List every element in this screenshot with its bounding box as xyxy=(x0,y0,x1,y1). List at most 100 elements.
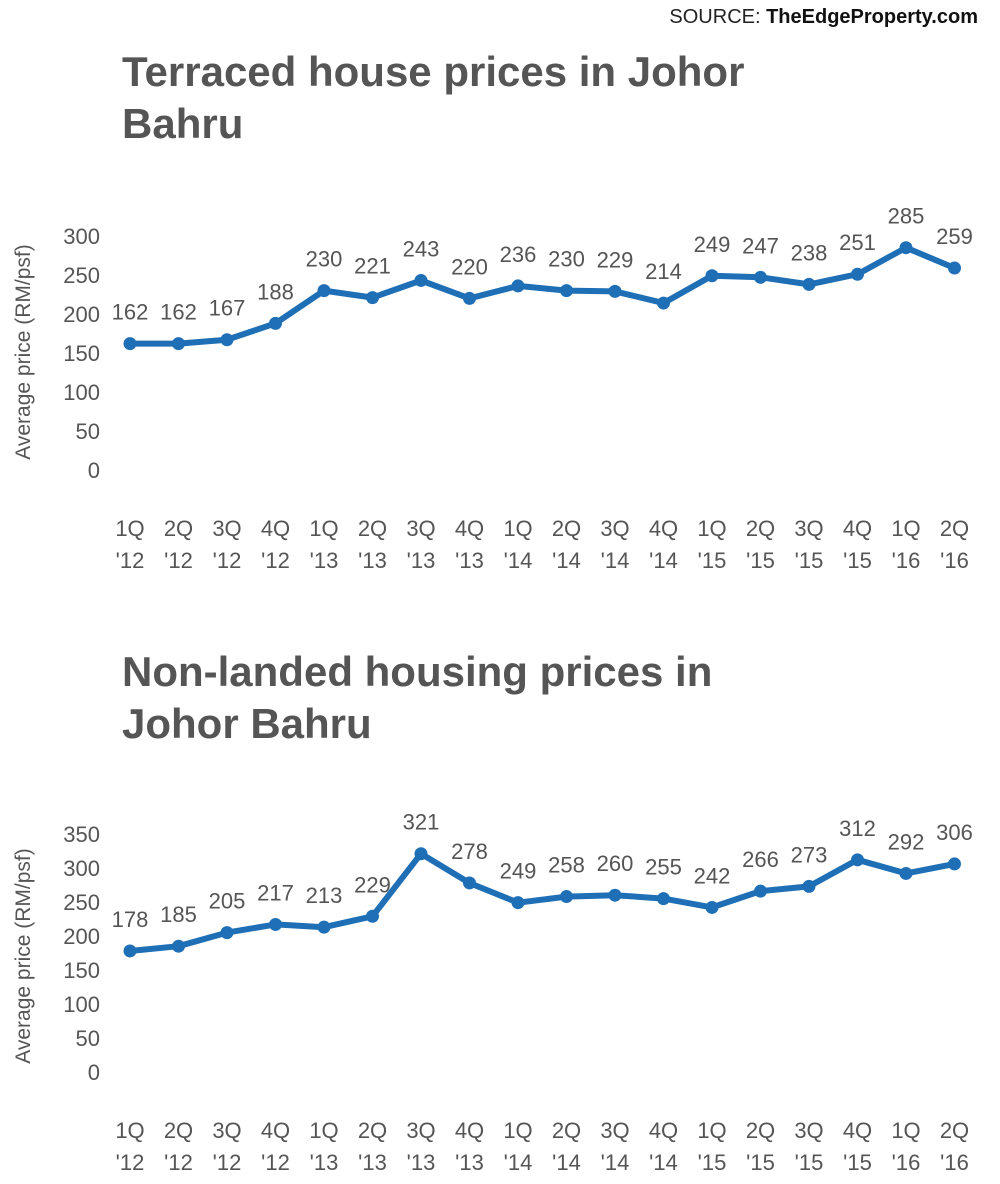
data-label: 214 xyxy=(645,259,682,284)
x-tick-label-quarter: 3Q xyxy=(794,1118,823,1143)
x-tick-label-quarter: 1Q xyxy=(697,516,726,541)
data-point xyxy=(802,277,816,291)
x-tick-label-quarter: 2Q xyxy=(358,1118,387,1143)
x-tick-label-quarter: 2Q xyxy=(164,516,193,541)
data-point xyxy=(948,261,961,275)
data-point xyxy=(414,273,428,287)
data-point xyxy=(317,920,331,934)
x-tick-label-year: '13 xyxy=(407,548,436,573)
y-tick-label: 250 xyxy=(63,263,100,288)
x-tick-label-quarter: 1Q xyxy=(309,1118,338,1143)
source-credit: SOURCE: TheEdgeProperty.com xyxy=(669,6,978,29)
x-tick-label-year: '15 xyxy=(843,548,872,573)
x-tick-label-quarter: 4Q xyxy=(843,516,872,541)
y-tick-label: 300 xyxy=(63,856,100,881)
x-tick-label-year: '14 xyxy=(649,548,678,573)
x-tick-label-year: '16 xyxy=(892,1150,921,1175)
x-tick-label-year: '13 xyxy=(455,548,484,573)
data-label: 205 xyxy=(209,889,246,914)
data-label: 247 xyxy=(742,233,779,258)
data-label: 259 xyxy=(936,224,973,249)
x-tick-label-quarter: 3Q xyxy=(406,516,435,541)
data-label: 220 xyxy=(451,254,488,279)
data-point xyxy=(608,284,622,298)
data-label: 167 xyxy=(209,296,246,321)
data-point xyxy=(560,890,573,904)
data-point xyxy=(414,847,428,861)
y-tick-label: 0 xyxy=(88,458,100,483)
y-tick-label: 0 xyxy=(88,1060,100,1085)
x-tick-label-quarter: 1Q xyxy=(115,1118,144,1143)
x-tick-label-year: '14 xyxy=(649,1150,678,1175)
data-label: 243 xyxy=(403,236,440,261)
data-point xyxy=(463,876,476,890)
data-label: 229 xyxy=(597,247,634,272)
y-axis-label: Average price (RM/psf) xyxy=(12,244,35,460)
x-tick-label-quarter: 4Q xyxy=(455,516,484,541)
x-tick-label-year: '12 xyxy=(164,1150,193,1175)
data-point xyxy=(705,269,719,283)
data-point xyxy=(657,892,670,906)
data-label: 217 xyxy=(257,880,294,905)
x-tick-label-year: '14 xyxy=(504,548,533,573)
x-tick-label-quarter: 2Q xyxy=(552,1118,581,1143)
x-tick-label-quarter: 4Q xyxy=(649,516,678,541)
x-tick-label-year: '12 xyxy=(261,1150,290,1175)
x-tick-label-quarter: 2Q xyxy=(552,516,581,541)
x-tick-label-quarter: 2Q xyxy=(746,516,775,541)
data-point xyxy=(172,939,185,953)
x-tick-label-year: '13 xyxy=(358,548,387,573)
y-tick-label: 50 xyxy=(76,1026,100,1051)
data-point xyxy=(463,291,476,305)
data-point xyxy=(366,909,379,923)
x-tick-label-year: '13 xyxy=(310,548,339,573)
x-tick-label-quarter: 2Q xyxy=(164,1118,193,1143)
x-tick-label-year: '15 xyxy=(843,1150,872,1175)
data-point xyxy=(220,926,234,940)
x-tick-label-year: '15 xyxy=(746,1150,775,1175)
data-label: 312 xyxy=(839,816,876,841)
x-tick-label-year: '12 xyxy=(164,548,193,573)
series-line xyxy=(127,244,958,347)
data-point xyxy=(269,316,282,330)
data-label: 321 xyxy=(403,810,440,835)
x-tick-label-quarter: 2Q xyxy=(940,1118,969,1143)
data-label: 260 xyxy=(597,851,634,876)
data-point xyxy=(220,333,234,347)
data-label: 251 xyxy=(839,230,876,255)
data-point xyxy=(172,337,185,351)
data-label: 249 xyxy=(694,232,731,257)
x-tick-label-year: '14 xyxy=(601,1150,630,1175)
x-tick-label-year: '14 xyxy=(552,1150,581,1175)
x-tick-label-year: '16 xyxy=(940,548,969,573)
data-label: 238 xyxy=(791,240,828,265)
data-label: 213 xyxy=(306,883,343,908)
y-tick-label: 150 xyxy=(63,341,100,366)
x-tick-label-quarter: 4Q xyxy=(843,1118,872,1143)
x-tick-label-quarter: 1Q xyxy=(503,1118,532,1143)
source-brand: TheEdgeProperty.com xyxy=(766,6,978,28)
data-point xyxy=(899,866,913,880)
data-label: 242 xyxy=(694,863,731,888)
x-tick-label-quarter: 4Q xyxy=(455,1118,484,1143)
x-tick-label-year: '15 xyxy=(746,548,775,573)
y-tick-label: 350 xyxy=(63,822,100,847)
x-tick-label-quarter: 1Q xyxy=(309,516,338,541)
data-point xyxy=(802,879,816,893)
x-tick-label-year: '12 xyxy=(213,548,242,573)
x-tick-label-quarter: 3Q xyxy=(212,516,241,541)
data-point xyxy=(511,896,525,910)
x-tick-label-quarter: 1Q xyxy=(891,516,920,541)
data-label: 230 xyxy=(548,247,585,272)
data-label: 273 xyxy=(791,842,828,867)
data-point xyxy=(608,888,622,902)
data-label: 255 xyxy=(645,855,682,880)
data-label: 162 xyxy=(160,300,197,325)
data-label: 278 xyxy=(451,839,488,864)
x-tick-label-year: '14 xyxy=(601,548,630,573)
x-tick-label-quarter: 4Q xyxy=(261,516,290,541)
data-label: 249 xyxy=(500,859,537,884)
data-point xyxy=(851,853,864,867)
x-tick-label-year: '14 xyxy=(552,548,581,573)
y-tick-label: 50 xyxy=(76,419,100,444)
